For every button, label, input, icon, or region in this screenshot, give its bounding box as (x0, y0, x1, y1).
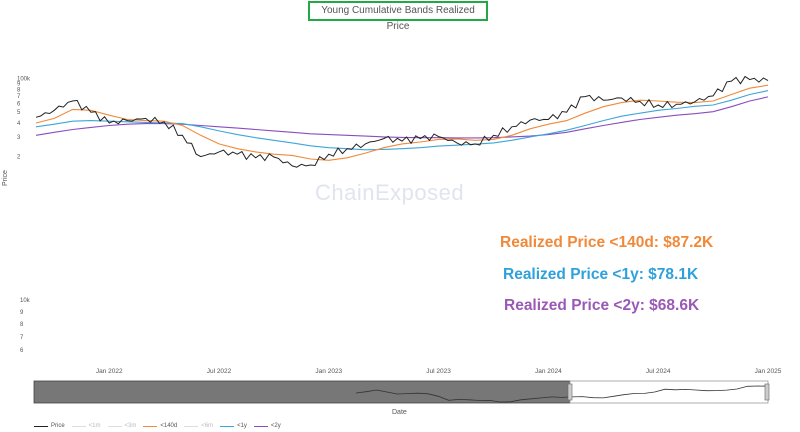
legend-swatch (184, 425, 199, 427)
series-line-1y (35, 90, 769, 151)
lower-y-tick-label: 10k (20, 298, 31, 304)
x-tick-label: Jan 2025 (755, 368, 782, 375)
legend-item[interactable]: Price (34, 423, 65, 429)
legend-label: Price (51, 423, 65, 429)
y-tick-label: 100k (17, 77, 31, 83)
x-tick-label: Jan 2022 (96, 368, 123, 375)
legend-item[interactable]: <140d (143, 423, 177, 429)
legend-label: <1y (237, 423, 247, 429)
range-navigator-window[interactable] (569, 380, 769, 404)
legend-swatch (143, 425, 158, 427)
legend-swatch (220, 425, 235, 427)
chart-title: Young Cumulative Bands Realized Price (308, 1, 488, 32)
watermark: ChainExposed (315, 180, 465, 205)
annotation-2y: Realized Price <2y: $68.6K (504, 297, 700, 314)
range-navigator-shaded[interactable] (33, 380, 571, 404)
lower-y-tick-label: 9 (20, 310, 24, 316)
series-line-2y (35, 96, 769, 139)
x-axis-label: Date (392, 409, 407, 416)
lower-y-tick-label: 8 (20, 322, 24, 328)
annotation-140d: Realized Price <140d: $87.2K (500, 234, 714, 251)
legend-label: <2y (270, 423, 281, 429)
series-line-price (35, 75, 769, 168)
legend-item[interactable]: <2y (253, 423, 281, 429)
legend-label: <1m (88, 423, 101, 429)
y-tick-label: 3 (17, 135, 21, 141)
x-tick-label: Jul 2022 (207, 368, 232, 375)
y-tick-label: 8 (17, 87, 21, 93)
legend-item[interactable]: <1m (71, 423, 101, 429)
x-tick-label: Jan 2023 (315, 368, 342, 375)
navigator-price-trace (355, 385, 769, 403)
navigator-handle-left[interactable] (567, 383, 573, 401)
lower-y-tick-label: 6 (20, 348, 24, 354)
x-tick-label: Jan 2024 (535, 368, 562, 375)
y-axis-label: Price (2, 170, 9, 186)
x-tick-label: Jul 2023 (426, 368, 451, 375)
legend-label: <3m (124, 423, 137, 429)
y-tick-label: 4 (17, 121, 21, 127)
legend-item[interactable]: <1y (220, 423, 247, 429)
legend-swatch (34, 425, 48, 427)
y-tick-label: 2 (17, 155, 21, 161)
legend-swatch (71, 425, 86, 427)
lower-y-tick-label: 7 (20, 335, 24, 341)
x-tick-label: Jul 2024 (646, 368, 671, 375)
legend: Price <1m <3m <140d <6m <1y <2y (34, 420, 288, 432)
legend-label: <140d (160, 423, 178, 429)
legend-swatch (107, 425, 122, 427)
y-tick-label: 6 (17, 101, 21, 107)
y-tick-label: 9 (17, 82, 21, 88)
y-tick-label: 5 (17, 110, 21, 116)
y-tick-label: 7 (17, 94, 21, 100)
legend-item[interactable]: <6m (184, 423, 213, 429)
legend-label: <6m (201, 423, 214, 429)
legend-item[interactable]: <3m (107, 423, 137, 429)
navigator-handle-right[interactable] (764, 383, 770, 401)
annotation-1y: Realized Price <1y: $78.1K (503, 266, 699, 283)
legend-swatch (253, 425, 268, 427)
